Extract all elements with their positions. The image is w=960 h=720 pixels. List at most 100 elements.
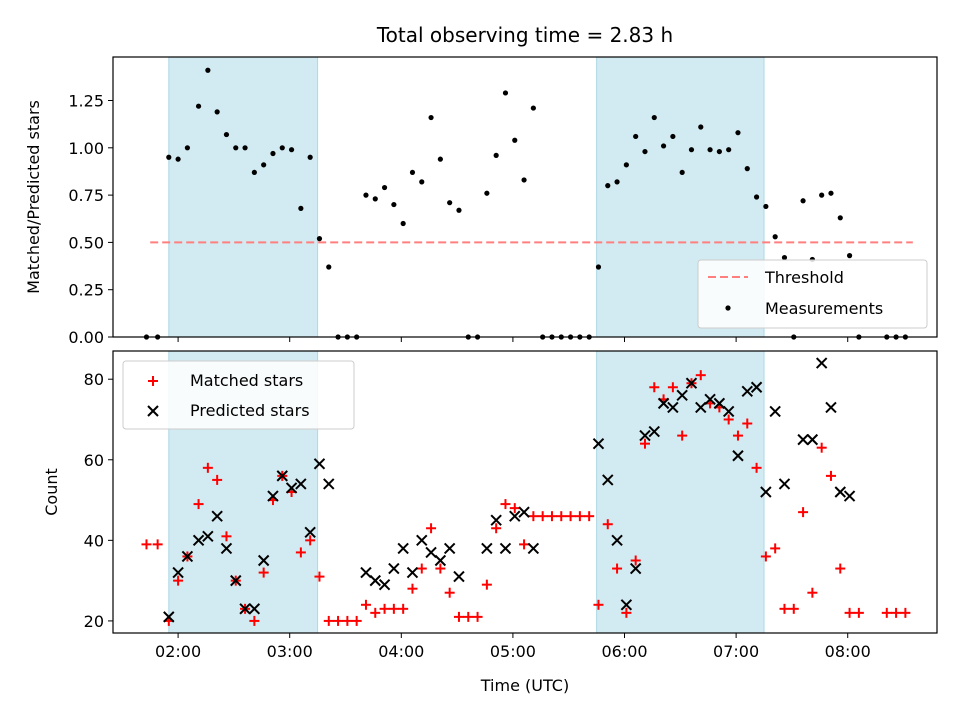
predicted-star-mark [163,611,175,623]
predicted-star-point [295,478,307,490]
measurement-point [307,154,313,160]
predicted-star-mark [499,542,512,555]
top-y-tick-label: 0.25 [68,281,104,300]
predicted-star-mark [239,603,251,615]
matched-star-point [565,511,576,522]
predicted-star-mark [750,381,763,393]
matched-star-point [491,523,502,534]
predicted-star-point [778,478,791,490]
legend-measurement-label: Measurements [765,299,883,318]
measurement-point [512,137,518,143]
measurement-point [698,124,704,130]
top-axes-frame [112,56,938,338]
matched-star-point [639,438,650,449]
matched-star-point [249,615,260,626]
predicted-star-mark [406,566,419,579]
predicted-star-point [685,377,698,389]
measurement-point [484,190,490,196]
predicted-star-mark [416,534,428,547]
predicted-star-mark [760,486,772,498]
predicted-star-point [172,566,184,579]
predicted-star-mark [704,393,716,406]
measurement-point [233,145,239,151]
matched-star-point [305,535,316,546]
measurement-point [521,177,527,183]
predicted-star-mark [295,478,307,490]
matched-star-point [798,507,809,518]
measurement-point [623,162,629,168]
predicted-star-point [639,429,651,442]
matched-star-point [370,607,381,618]
measurement-point [316,236,323,242]
measurement-point [456,207,462,213]
measurement-point [502,90,509,96]
predicted-star-point [388,562,400,575]
measurement-point [195,103,202,109]
predicted-star-point [750,381,763,393]
matched-star-point [463,611,474,622]
matched-star-point [407,583,418,594]
predicted-star-mark [518,506,530,518]
matched-star-point [202,462,213,473]
predicted-star-point [397,542,409,555]
matched-star-point [742,418,753,429]
predicted-star-mark [172,566,184,579]
matched-star-point [314,571,325,582]
measurement-point [614,179,620,185]
x-tick-label: 05:00 [490,642,536,661]
measurement-point [846,253,853,259]
predicted-star-point [453,570,465,583]
predicted-star-mark [481,542,493,555]
matched-star-point [835,563,846,574]
predicted-star-point [592,437,605,450]
predicted-star-mark [202,530,214,543]
matched-star-point [351,615,362,626]
measurement-point [670,133,676,140]
bottom-y-tick-label: 60 [84,451,104,470]
predicted-star-mark [248,603,261,615]
measurement-point [166,154,172,160]
measurement-point [716,148,722,155]
predicted-star-point [490,514,502,526]
measurement-point [242,145,248,151]
matched-star-point [398,603,409,614]
predicted-star-mark [778,478,791,490]
measurement-point [763,203,769,210]
bottom-axes-frame [112,350,938,634]
measurement-point [726,147,732,153]
predicted-star-mark [620,599,633,611]
predicted-star-point [285,482,298,494]
measurement-point [428,114,434,121]
legend-measurement-swatch [725,305,731,311]
measurement-point [175,156,181,162]
predicted-star-mark [397,542,409,555]
matched-star-point [612,563,623,574]
predicted-star-point [741,385,753,397]
predicted-star-point [611,534,623,547]
measurement-point [381,184,388,191]
predicted-star-point [248,603,261,615]
bottom-legend-box [122,360,355,430]
predicted-star-mark [667,401,679,414]
matched-star-point [751,462,762,473]
matched-star-point [500,499,511,510]
predicted-star-mark [230,574,242,587]
measurement-point [223,131,230,138]
matched-star-point [816,442,827,453]
measurement-point [642,148,648,155]
matched-star-point [519,539,530,550]
predicted-star-mark [360,566,372,579]
measurement-point [214,109,220,115]
measurement-point [326,264,332,270]
predicted-star-mark [276,470,288,482]
matched-star-point [630,555,641,566]
predicted-star-mark [602,474,614,486]
matched-star-point [435,563,446,574]
matched-star-point [556,511,567,522]
matched-star-point [193,499,204,510]
matched-star-point [900,607,911,618]
matched-star-point [788,603,799,614]
measurement-point [400,220,406,227]
matched-star-point [621,607,632,618]
